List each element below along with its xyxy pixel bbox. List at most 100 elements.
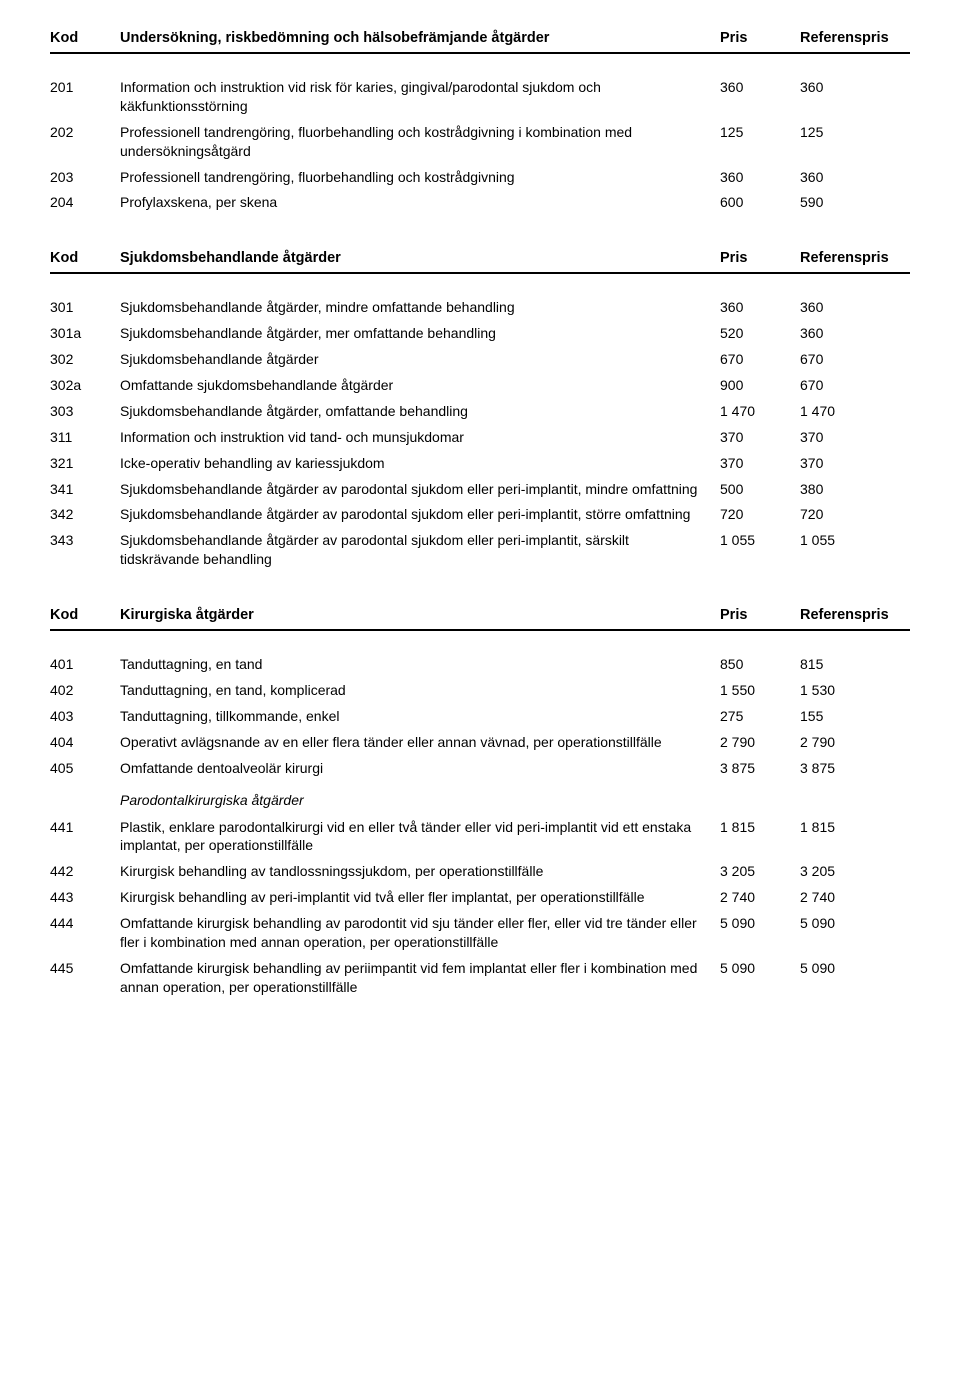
- col-header-ref: Referenspris: [800, 250, 910, 266]
- cell-ref: 370: [800, 428, 910, 447]
- table-row: 405Omfattande dentoalveolär kirurgi3 875…: [50, 759, 910, 778]
- cell-kod: 444: [50, 914, 120, 933]
- table-row: 404Operativt avlägsnande av en eller fle…: [50, 733, 910, 752]
- cell-kod: 442: [50, 862, 120, 881]
- cell-pris: 360: [720, 78, 800, 97]
- cell-desc: Tanduttagning, tillkommande, enkel: [120, 707, 720, 726]
- section-header-row: KodUndersökning, riskbedömning och hälso…: [50, 30, 910, 54]
- table-row: 201Information och instruktion vid risk …: [50, 78, 910, 116]
- cell-pris: 720: [720, 505, 800, 524]
- cell-kod: 402: [50, 681, 120, 700]
- cell-kod: 445: [50, 959, 120, 978]
- cell-desc: Professionell tandrengöring, fluorbehand…: [120, 123, 720, 161]
- cell-ref: 380: [800, 480, 910, 499]
- cell-pris: 520: [720, 324, 800, 343]
- table-row: 311Information och instruktion vid tand-…: [50, 428, 910, 447]
- cell-ref: 360: [800, 298, 910, 317]
- cell-desc: Information och instruktion vid risk för…: [120, 78, 720, 116]
- subheading-row: Parodontalkirurgiska åtgärder: [50, 792, 910, 808]
- cell-pris: 2 740: [720, 888, 800, 907]
- table-row: 445Omfattande kirurgisk behandling av pe…: [50, 959, 910, 997]
- cell-desc: Sjukdomsbehandlande åtgärder, omfattande…: [120, 402, 720, 421]
- section: KodKirurgiska åtgärderPrisReferenspris 40…: [50, 607, 910, 997]
- cell-desc: Kirurgisk behandling av tandlossningssju…: [120, 862, 720, 881]
- section-header-row: KodSjukdomsbehandlande åtgärderPrisRefer…: [50, 250, 910, 274]
- cell-kod: 301a: [50, 324, 120, 343]
- table-row: 441Plastik, enklare parodontalkirurgi vi…: [50, 818, 910, 856]
- cell-pris: 900: [720, 376, 800, 395]
- cell-kod: 343: [50, 531, 120, 550]
- subheading-text: Parodontalkirurgiska åtgärder: [120, 792, 720, 808]
- cell-desc: Tanduttagning, en tand, komplicerad: [120, 681, 720, 700]
- cell-desc: Sjukdomsbehandlande åtgärder av parodont…: [120, 505, 720, 524]
- table-row: 401Tanduttagning, en tand850815: [50, 655, 910, 674]
- cell-ref: 2 740: [800, 888, 910, 907]
- cell-ref: 2 790: [800, 733, 910, 752]
- cell-desc: Sjukdomsbehandlande åtgärder av parodont…: [120, 480, 720, 499]
- table-row: 402Tanduttagning, en tand, komplicerad1 …: [50, 681, 910, 700]
- cell-kod: 403: [50, 707, 120, 726]
- section-header-row: KodKirurgiska åtgärderPrisReferenspris: [50, 607, 910, 631]
- cell-desc: Operativt avlägsnande av en eller flera …: [120, 733, 720, 752]
- cell-kod: 301: [50, 298, 120, 317]
- cell-kod: 401: [50, 655, 120, 674]
- cell-kod: 302: [50, 350, 120, 369]
- cell-desc: Omfattande kirurgisk behandling av parod…: [120, 914, 720, 952]
- cell-desc: Sjukdomsbehandlande åtgärder, mindre omf…: [120, 298, 720, 317]
- cell-pris: 2 790: [720, 733, 800, 752]
- table-row: 321Icke-operativ behandling av kariessju…: [50, 454, 910, 473]
- cell-desc: Kirurgisk behandling av peri-implantit v…: [120, 888, 720, 907]
- cell-ref: 5 090: [800, 959, 910, 978]
- cell-desc: Omfattande dentoalveolär kirurgi: [120, 759, 720, 778]
- cell-ref: 3 875: [800, 759, 910, 778]
- table-row: 303Sjukdomsbehandlande åtgärder, omfatta…: [50, 402, 910, 421]
- cell-ref: 3 205: [800, 862, 910, 881]
- cell-pris: 1 550: [720, 681, 800, 700]
- cell-pris: 600: [720, 193, 800, 212]
- cell-kod: 203: [50, 168, 120, 187]
- cell-ref: 1 530: [800, 681, 910, 700]
- cell-pris: 370: [720, 428, 800, 447]
- cell-pris: 850: [720, 655, 800, 674]
- table-row: 342Sjukdomsbehandlande åtgärder av parod…: [50, 505, 910, 524]
- cell-desc: Sjukdomsbehandlande åtgärder: [120, 350, 720, 369]
- cell-ref: 155: [800, 707, 910, 726]
- cell-pris: 275: [720, 707, 800, 726]
- table-row: 203Professionell tandrengöring, fluorbeh…: [50, 168, 910, 187]
- cell-kod: 342: [50, 505, 120, 524]
- cell-desc: Professionell tandrengöring, fluorbehand…: [120, 168, 720, 187]
- cell-ref: 1 470: [800, 402, 910, 421]
- cell-kod: 441: [50, 818, 120, 837]
- col-header-pris: Pris: [720, 607, 800, 623]
- table-row: 443Kirurgisk behandling av peri-implanti…: [50, 888, 910, 907]
- cell-ref: 370: [800, 454, 910, 473]
- cell-pris: 1 055: [720, 531, 800, 550]
- subheading-pris-blank: [720, 792, 800, 808]
- cell-ref: 5 090: [800, 914, 910, 933]
- cell-ref: 670: [800, 376, 910, 395]
- cell-desc: Icke-operativ behandling av kariessjukdo…: [120, 454, 720, 473]
- cell-pris: 5 090: [720, 914, 800, 933]
- col-header-title: Sjukdomsbehandlande åtgärder: [120, 250, 720, 266]
- col-header-title: Undersökning, riskbedömning och hälsobef…: [120, 30, 720, 46]
- table-row: 442Kirurgisk behandling av tandlossnings…: [50, 862, 910, 881]
- cell-desc: Tanduttagning, en tand: [120, 655, 720, 674]
- table-row: 204Profylaxskena, per skena600590: [50, 193, 910, 212]
- col-header-title: Kirurgiska åtgärder: [120, 607, 720, 623]
- table-row: 302Sjukdomsbehandlande åtgärder670670: [50, 350, 910, 369]
- cell-kod: 302a: [50, 376, 120, 395]
- cell-desc: Information och instruktion vid tand- oc…: [120, 428, 720, 447]
- col-header-ref: Referenspris: [800, 607, 910, 623]
- cell-pris: 360: [720, 168, 800, 187]
- cell-kod: 201: [50, 78, 120, 97]
- table-row: 444Omfattande kirurgisk behandling av pa…: [50, 914, 910, 952]
- cell-pris: 1 470: [720, 402, 800, 421]
- table-row: 341Sjukdomsbehandlande åtgärder av parod…: [50, 480, 910, 499]
- page: Kod Undersökning, riskbedömning och hälso…: [0, 0, 960, 1065]
- table-row: 301aSjukdomsbehandlande åtgärder, mer om…: [50, 324, 910, 343]
- cell-kod: 204: [50, 193, 120, 212]
- cell-pris: 670: [720, 350, 800, 369]
- cell-pris: 5 090: [720, 959, 800, 978]
- col-header-kod: Kod: [50, 607, 120, 623]
- cell-ref: 125: [800, 123, 910, 142]
